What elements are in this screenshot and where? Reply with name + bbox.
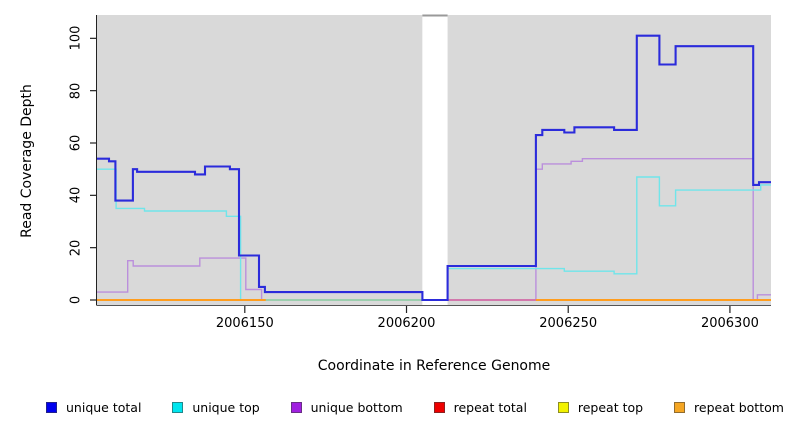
y-tick-label: 20	[68, 239, 84, 256]
legend-item-unique-top: unique top	[172, 400, 260, 415]
legend-label: unique bottom	[310, 400, 403, 415]
y-tick-label: 80	[68, 82, 84, 99]
y-tick-label: 100	[68, 25, 84, 51]
x-axis-title: Coordinate in Reference Genome	[317, 358, 551, 374]
legend-label: repeat total	[453, 400, 527, 415]
no-data-gap-band	[422, 15, 448, 305]
legend-item-repeat-bottom: repeat bottom	[674, 400, 784, 415]
x-tick-label: 2006150	[215, 316, 274, 331]
unique-bottom-line	[97, 257, 423, 301]
legend-item-repeat-top: repeat top	[557, 400, 644, 415]
y-tick-label: 40	[68, 187, 84, 204]
legend-swatch-repeat-bottom	[674, 402, 686, 413]
legend-swatch-repeat-top	[557, 402, 569, 413]
legend-swatch-unique-bottom	[290, 402, 302, 413]
x-tick-label: 2006300	[700, 316, 759, 331]
legend-label: repeat top	[577, 400, 644, 415]
legend-label: unique total	[66, 400, 142, 415]
y-axis-title: Read Coverage Depth	[19, 84, 35, 238]
x-tick-label: 2006200	[377, 316, 436, 331]
legend-swatch-unique-top	[172, 402, 184, 413]
legend-item-unique-bottom: unique bottom	[290, 400, 403, 415]
y-tick-label: 60	[68, 134, 84, 152]
unique-total-line	[97, 34, 771, 302]
legend-item-unique-total: unique total	[46, 400, 141, 415]
x-tick-label: 2006250	[539, 316, 598, 331]
legend-label: repeat bottom	[694, 400, 784, 415]
legend-swatch-unique-total	[46, 402, 57, 413]
legend-swatch-repeat-total	[433, 402, 445, 413]
legend-label: unique top	[192, 400, 260, 415]
legend-item-repeat-total: repeat total	[433, 400, 527, 415]
legend: unique total unique top unique bottom repea…	[46, 400, 784, 415]
y-tick-label: 0	[68, 295, 84, 305]
unique-top-line	[447, 176, 771, 275]
